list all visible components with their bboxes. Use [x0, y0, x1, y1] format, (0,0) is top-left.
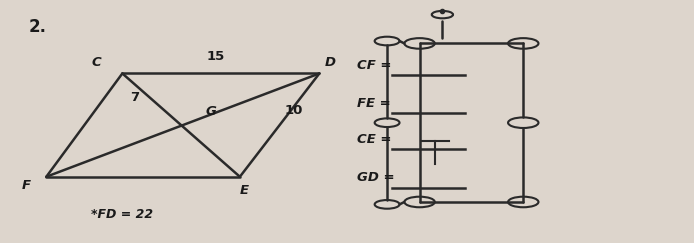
Text: CF =: CF = [357, 59, 392, 71]
Text: FE =: FE = [357, 97, 391, 110]
Text: 15: 15 [207, 50, 225, 63]
Text: 7: 7 [130, 91, 139, 104]
Text: G: G [205, 105, 216, 119]
Text: C: C [92, 56, 101, 69]
Text: F: F [22, 179, 31, 192]
Text: D: D [325, 56, 336, 69]
Text: *FD = 22: *FD = 22 [92, 208, 153, 221]
Text: 10: 10 [285, 104, 303, 117]
Text: CE =: CE = [357, 133, 392, 146]
Text: GD =: GD = [357, 172, 395, 184]
Text: 2.: 2. [29, 18, 47, 36]
Text: E: E [240, 183, 249, 197]
